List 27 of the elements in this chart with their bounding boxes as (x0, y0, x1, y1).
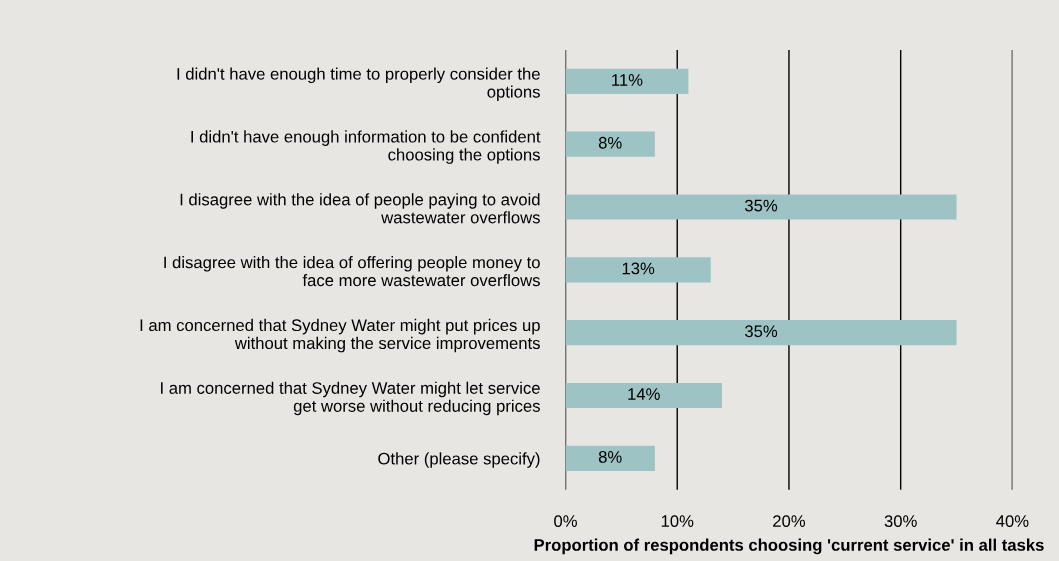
x-tick-label: 40% (996, 515, 1029, 527)
x-tick-label: 10% (661, 515, 694, 527)
x-tick-label: 0% (554, 515, 577, 527)
bar (565, 257, 711, 283)
bar (565, 445, 655, 471)
bar (565, 194, 957, 220)
data-label: 11% (612, 74, 643, 86)
y-tick-label: I didn't have enough time to properly consider the options (177, 67, 540, 102)
y-tick-label: I am concerned that Sydney Water might let service get worse without reducing prices (161, 381, 540, 416)
x-tick-label: 20% (773, 515, 806, 527)
bar (565, 131, 655, 157)
y-tick-label: I disagree with the idea of people paying to avoid wastewater overflows (180, 193, 540, 224)
x-tick-label: 30% (884, 515, 917, 527)
y-tick-label: Other (please specify) (378, 452, 540, 468)
data-label: 35% (744, 325, 778, 338)
bar (565, 68, 689, 94)
y-tick-label: I didn't have enough information to be confident choosing the options (191, 130, 541, 164)
x-axis-title: Proportion of respondents choosing 'current service' in all tasks (534, 538, 1044, 555)
data-label: 35% (744, 199, 778, 212)
bar (565, 320, 957, 346)
data-label: 14% (628, 388, 660, 400)
data-label: 8% (598, 451, 622, 463)
data-label: 8% (598, 136, 622, 149)
bar (565, 382, 722, 409)
y-tick-label: I am concerned that Sydney Water might put prices up without making the service improvements (140, 318, 540, 353)
y-tick-label: I disagree with the idea of offering people money to face more wastewater overflows (164, 256, 540, 287)
data-label: 13% (622, 262, 655, 275)
